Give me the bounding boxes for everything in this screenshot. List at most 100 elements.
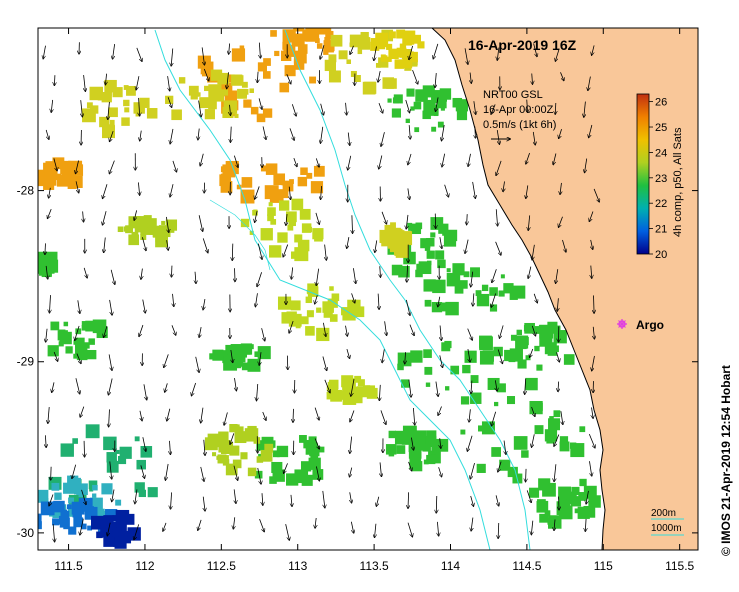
current-vector [438,406,442,415]
current-vector [314,407,319,420]
current-vector [259,42,260,58]
current-vector [584,101,586,117]
current-vector [381,211,386,224]
current-vector [54,75,55,85]
current-vector [72,464,77,479]
current-vector [561,411,563,424]
current-vector [467,435,473,451]
current-vector [233,517,234,528]
current-vector [109,160,115,174]
current-vector [593,326,594,339]
current-vector [141,268,142,279]
current-vector [136,76,140,90]
current-vector [76,353,81,364]
current-vector [49,295,50,313]
sst-patch [82,79,158,139]
sst-patch [204,424,274,477]
current-vector [556,352,560,361]
current-vector [557,298,558,311]
current-vector [408,153,412,165]
colorbar-tick-label: 26 [655,97,667,109]
current-vector [440,237,442,248]
vector-legend: NRT00 GSL 16-Apr 00:00Z 0.5m/s (1kt 6h) [483,89,556,139]
current-vector [491,293,497,308]
current-vector [229,43,230,53]
argo-marker [617,319,627,329]
current-vector [235,378,237,390]
current-vector [283,244,289,257]
current-vector [109,299,112,315]
current-vector [192,382,197,396]
current-vector [169,440,170,454]
current-vector [53,351,58,361]
current-vector [380,410,386,424]
current-vector [350,45,354,54]
current-vector [408,379,411,397]
current-vector [257,467,261,484]
current-vector [224,412,228,425]
current-vector [142,237,146,250]
vector-source: NRT00 GSL [483,89,543,101]
current-vector [588,76,591,91]
current-vector [589,124,593,137]
sst-patch [47,319,108,361]
current-vector [553,153,557,165]
current-vector [104,325,108,337]
current-vector [203,496,205,511]
current-vector [109,409,110,426]
current-vector [108,101,110,119]
sst-patch [117,215,178,248]
current-vector [470,462,475,479]
y-tick-label: -28 [17,184,35,198]
current-vector [532,73,533,85]
sst-patch [397,335,538,405]
current-vector [320,45,325,59]
current-vector [533,131,535,145]
current-vector [375,523,376,538]
current-vector [382,349,385,362]
current-vector [442,124,445,141]
current-vector [411,437,413,450]
current-vector [315,212,319,224]
current-vector [559,129,562,138]
current-vector [53,158,57,170]
current-vector [498,522,499,538]
current-vector [48,407,49,423]
current-vector [475,126,476,138]
credit: © IMOS 21-Apr-2019 12:54 Hobart [719,365,733,556]
current-vector [560,72,563,80]
current-vector [533,293,537,303]
argo-float: Argo [617,318,664,332]
current-vector [110,131,114,141]
current-vector [289,128,294,140]
current-vector [256,383,257,400]
current-vector [376,496,380,506]
current-vector [259,352,261,365]
current-vector [84,75,86,91]
current-vector [235,268,236,281]
current-vector [554,464,556,481]
current-vector [555,102,556,114]
colorbar-tick-label: 24 [655,147,667,159]
current-vector [526,185,528,198]
current-vector [408,492,409,508]
colorbar-tick-label: 22 [655,198,667,210]
current-vector [405,99,410,112]
current-vector [258,98,262,109]
current-vector [592,407,594,418]
current-vector [104,237,106,252]
current-vector [467,214,468,224]
current-vector [413,407,414,425]
sst-patch [326,375,378,405]
current-vector [497,47,499,60]
current-vector [525,378,526,395]
sst-patch [529,478,601,529]
x-tick-label: 115 [594,559,613,573]
current-vector [255,186,260,199]
current-vector [167,240,169,250]
current-vector [110,269,115,284]
current-vector [80,406,85,417]
current-vector [203,298,205,309]
current-vector [585,518,586,531]
current-vector [442,153,446,167]
